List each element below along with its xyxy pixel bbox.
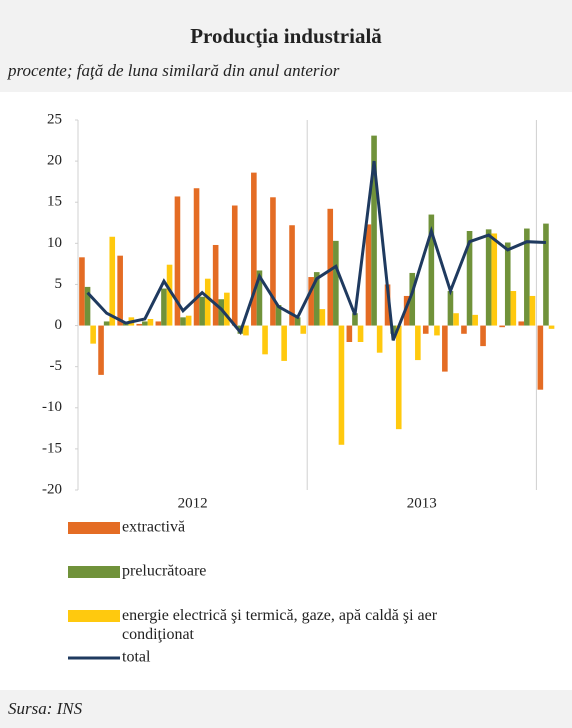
bar [371,135,377,326]
bar [166,264,173,326]
bar [453,313,459,326]
bar [384,284,391,326]
bar [543,223,549,326]
bar [84,286,91,326]
y-tick-label: -10 [42,399,62,415]
footer-bg [0,690,572,728]
bar [231,205,238,326]
y-tick-label: 0 [55,317,63,333]
bar [142,321,148,326]
bar [136,323,143,326]
legend-label: prelucrătoare [122,563,206,580]
bar [395,325,402,430]
bar [327,208,334,326]
bar [270,197,276,326]
legend-swatch [68,522,120,534]
x-year-label: 2012 [178,495,208,511]
bar [338,325,345,445]
bar [185,315,192,326]
bar [434,325,440,336]
bar [218,299,225,326]
bar [422,325,429,334]
bar [308,277,314,326]
chart-title: Producţia industrială [190,24,382,48]
bar [504,242,511,326]
bar [155,321,162,326]
bar [491,233,498,326]
bar [79,257,85,326]
bar [294,317,301,326]
y-tick-label: -5 [50,358,63,374]
bar [251,172,257,326]
bar [256,270,263,326]
bar [415,325,421,361]
bar [472,314,478,326]
bar [109,236,116,326]
bar [518,321,525,326]
bar [275,305,282,326]
bar [90,325,96,344]
bar [548,325,555,329]
y-tick-label: 20 [47,153,62,169]
bar [243,325,249,336]
bar [524,228,530,326]
y-tick-label: 25 [47,111,62,127]
bar [447,291,454,326]
bar [300,325,307,334]
source: Sursa: INS [8,699,83,718]
bar [365,224,372,326]
total-line [86,160,547,341]
legend-label: energie electrică şi termică, gaze, apă … [122,607,438,643]
bar [224,292,230,326]
bar [281,325,287,361]
bar [428,214,435,326]
bar [466,231,473,326]
bar [485,229,492,326]
bar [212,244,219,326]
bar [461,325,467,334]
y-tick-label: -20 [42,481,62,497]
y-tick-label: 10 [47,235,62,251]
bar [510,291,517,326]
bar [537,325,544,390]
legend-label: extractivă [122,519,185,536]
bar [117,255,123,326]
y-tick-label: -15 [42,440,62,456]
legend-label: total [122,649,151,666]
bar [499,325,505,328]
bar [357,325,364,342]
x-year-label: 2013 [407,495,437,511]
header-bg [0,0,572,92]
bar [376,325,383,353]
bar [409,272,416,326]
bar [333,240,339,326]
subtitle: procente; faţă de luna similară din anul… [7,61,340,80]
bar [319,309,326,326]
bar [103,321,110,326]
bar [442,325,448,372]
legend-swatch [68,610,120,622]
bar [313,272,320,326]
bar [480,325,486,347]
bar [352,313,358,326]
bar [174,196,181,326]
bar [147,318,154,326]
y-tick-label: 15 [47,194,62,210]
bar [346,325,353,342]
bar [529,295,536,326]
bar [193,188,200,326]
bar [98,325,104,375]
bar [199,296,205,326]
bar [204,278,211,326]
bar [262,325,268,355]
legend-swatch [68,566,120,578]
bar [289,225,295,326]
bar [161,288,167,326]
y-tick-label: 5 [55,276,63,292]
bar [403,295,410,326]
bar [180,317,186,326]
